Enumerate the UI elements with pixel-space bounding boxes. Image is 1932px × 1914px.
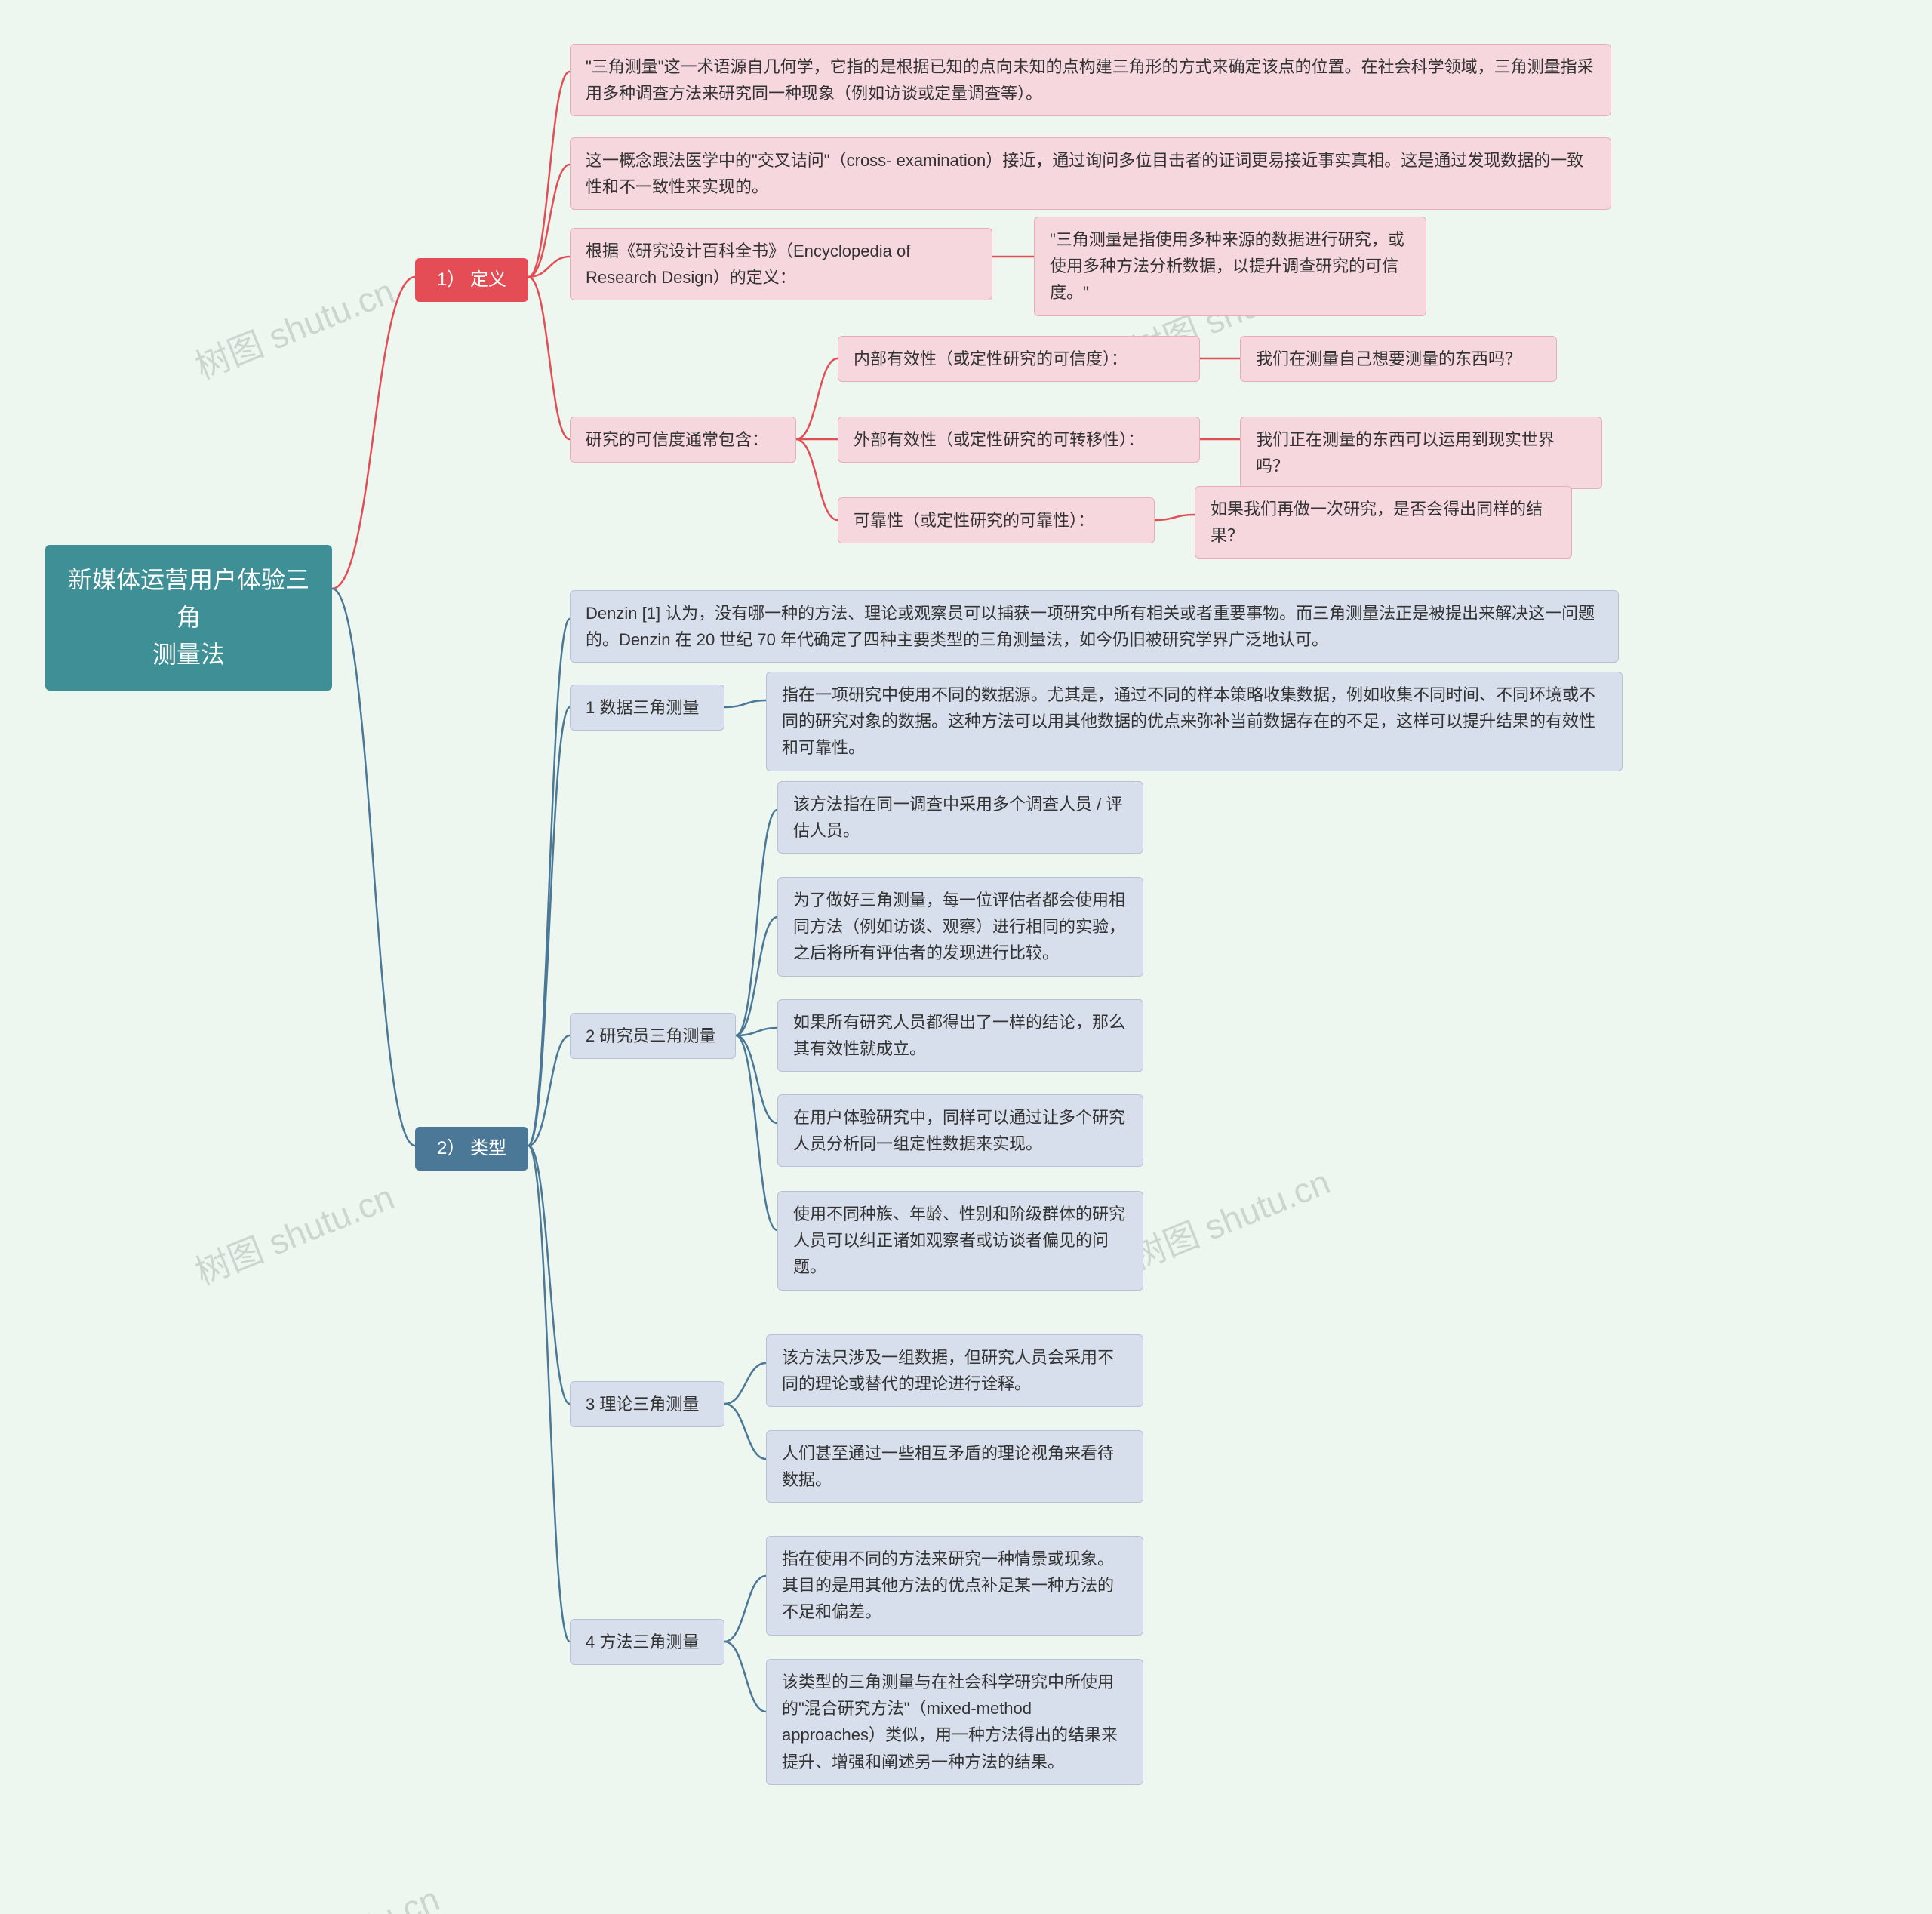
root-node: 新媒体运营用户体验三角测量法	[45, 545, 332, 691]
node-t3a: 该方法只涉及一组数据，但研究人员会采用不同的理论或替代的理论进行诠释。	[766, 1334, 1143, 1407]
node-d4: 研究的可信度通常包含：	[570, 417, 796, 463]
watermark: 树图 shutu.cn	[187, 264, 401, 389]
node-t4a: 指在使用不同的方法来研究一种情景或现象。其目的是用其他方法的优点补足某一种方法的…	[766, 1536, 1143, 1636]
node-d1: "三角测量"这一术语源自几何学，它指的是根据已知的点向未知的点构建三角形的方式来…	[570, 44, 1611, 116]
node-t2: 2 研究员三角测量	[570, 1013, 736, 1059]
node-d4b1: 我们正在测量的东西可以运用到现实世界吗？	[1240, 417, 1602, 489]
node-t3b: 人们甚至通过一些相互矛盾的理论视角来看待数据。	[766, 1430, 1143, 1503]
node-t2e: 使用不同种族、年龄、性别和阶级群体的研究人员可以纠正诸如观察者或访谈者偏见的问题…	[777, 1191, 1143, 1291]
node-t4b: 该类型的三角测量与在社会科学研究中所使用的"混合研究方法"（mixed-meth…	[766, 1659, 1143, 1785]
node-t0: Denzin [1] 认为，没有哪一种的方法、理论或观察员可以捕获一项研究中所有…	[570, 590, 1619, 663]
node-t1: 1 数据三角测量	[570, 685, 724, 731]
node-d3: 根据《研究设计百科全书》（Encyclopedia of Research De…	[570, 228, 992, 300]
node-d4b: 外部有效性（或定性研究的可转移性）：	[838, 417, 1200, 463]
node-d4c1: 如果我们再做一次研究，是否会得出同样的结果？	[1195, 486, 1572, 559]
section-type: 2） 类型	[415, 1127, 528, 1171]
section-definition: 1） 定义	[415, 258, 528, 302]
node-t2b: 为了做好三角测量，每一位评估者都会使用相同方法（例如访谈、观察）进行相同的实验，…	[777, 877, 1143, 977]
node-d4a: 内部有效性（或定性研究的可信度）：	[838, 336, 1200, 382]
node-t2a: 该方法指在同一调查中采用多个调查人员 / 评估人员。	[777, 781, 1143, 854]
node-t2c: 如果所有研究人员都得出了一样的结论，那么其有效性就成立。	[777, 999, 1143, 1072]
node-t4: 4 方法三角测量	[570, 1619, 724, 1665]
watermark: 树图 shutu.cn	[1123, 1155, 1337, 1280]
watermark: 树图 shutu.cn	[232, 1872, 446, 1914]
node-d3a: "三角测量是指使用多种来源的数据进行研究，或使用多种方法分析数据，以提升调查研究…	[1034, 217, 1426, 316]
watermark: 树图 shutu.cn	[187, 1170, 401, 1295]
node-t2d: 在用户体验研究中，同样可以通过让多个研究人员分析同一组定性数据来实现。	[777, 1094, 1143, 1167]
node-t1a: 指在一项研究中使用不同的数据源。尤其是，通过不同的样本策略收集数据，例如收集不同…	[766, 672, 1623, 771]
node-d2: 这一概念跟法医学中的"交叉诘问"（cross- examination）接近，通…	[570, 137, 1611, 210]
node-t3: 3 理论三角测量	[570, 1381, 724, 1427]
node-d4a1: 我们在测量自己想要测量的东西吗？	[1240, 336, 1557, 382]
node-d4c: 可靠性（或定性研究的可靠性）：	[838, 497, 1155, 543]
